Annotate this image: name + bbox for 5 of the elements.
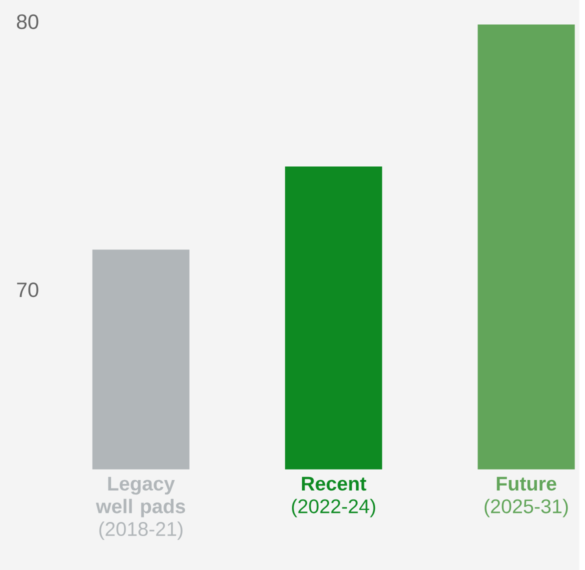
- y-tick-label: 80: [16, 14, 38, 29]
- x-tick-label: Recent (2022-24): [292, 476, 376, 518]
- x-tick-label: Future (2025-31): [484, 476, 568, 518]
- y-tick-label: 70: [17, 282, 38, 297]
- x-tick-label: Legacy well pads (2018-21): [96, 476, 186, 540]
